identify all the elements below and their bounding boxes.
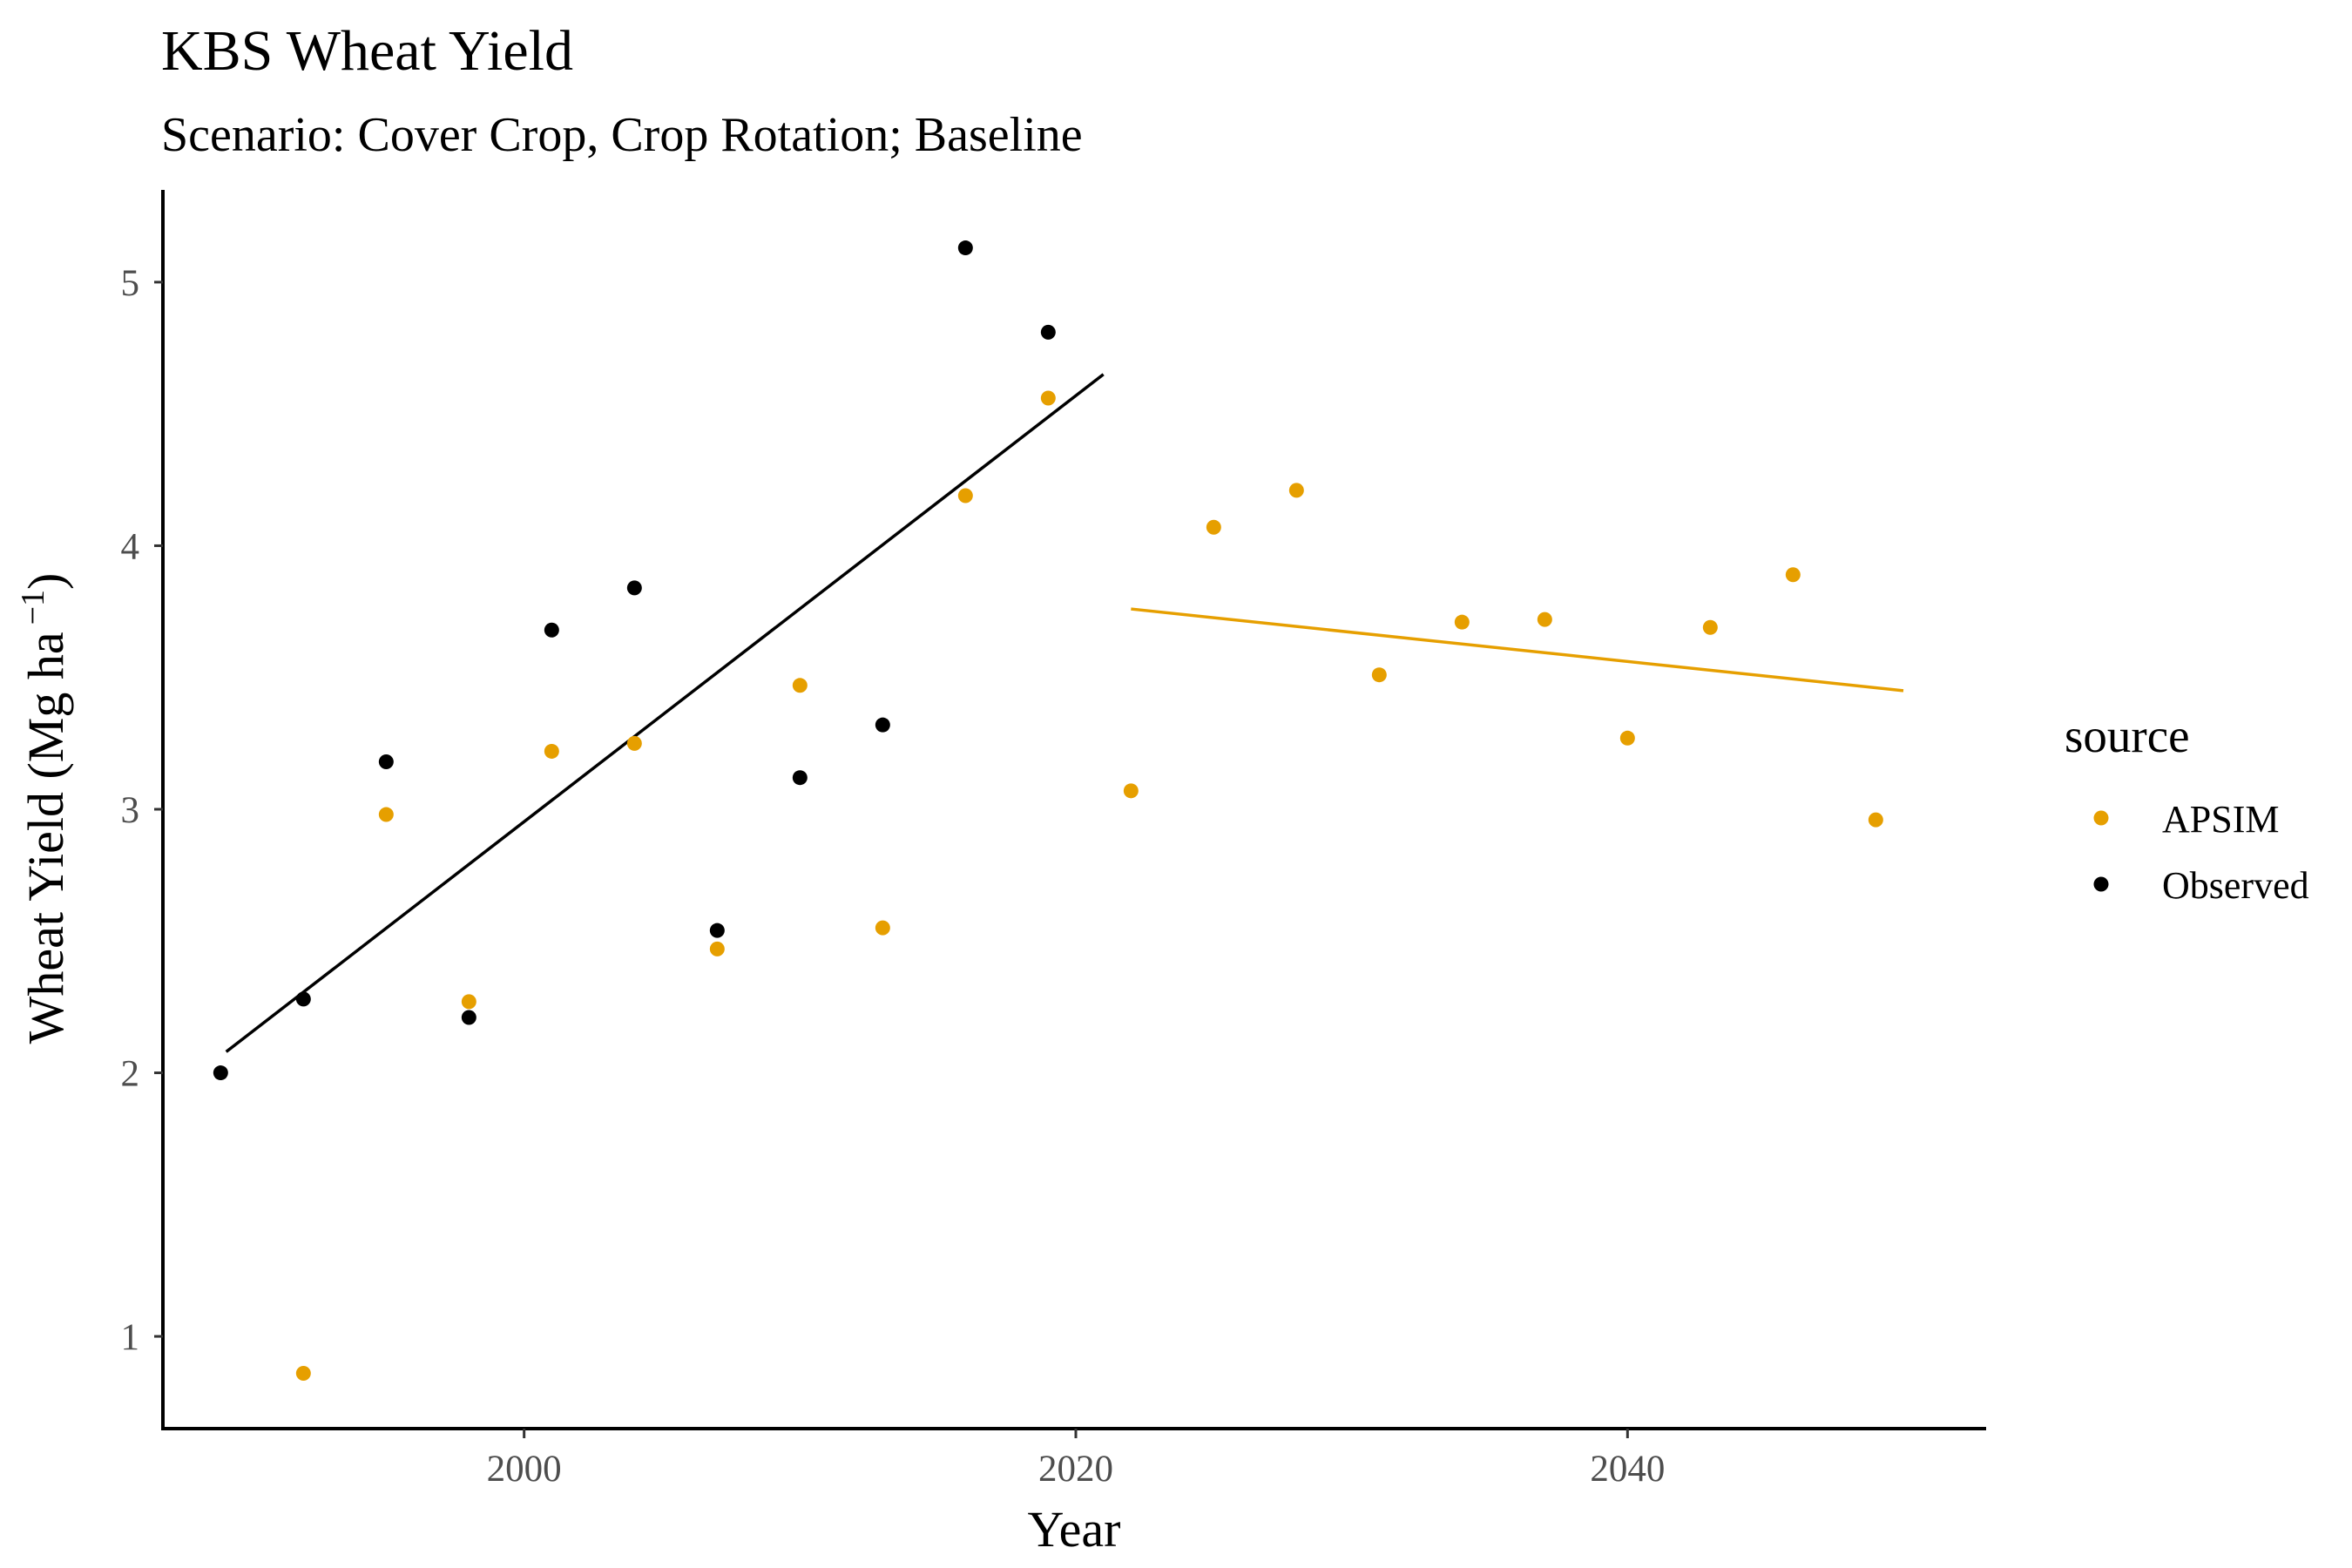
observed-point: [957, 240, 973, 256]
apsim-point: [1702, 619, 1718, 635]
chart-subtitle: Scenario: Cover Crop, Crop Rotation; Bas…: [161, 108, 1083, 162]
x-axis-title: Year: [1028, 1501, 1121, 1558]
x-tick-label: 2040: [1590, 1449, 1665, 1490]
y-tick-label: 1: [121, 1317, 140, 1358]
chart-title: KBS Wheat Yield: [161, 19, 573, 83]
legend-key-observed: [2093, 876, 2109, 892]
apsim-point: [875, 920, 890, 936]
y-tick-label: 2: [121, 1054, 140, 1095]
observed-trend-line: [225, 373, 1105, 1053]
apsim-point: [295, 1365, 311, 1381]
apsim-point: [1619, 730, 1635, 746]
observed-point: [378, 754, 394, 770]
observed-point: [626, 580, 642, 596]
apsim-point: [1371, 667, 1387, 683]
observed-point: [544, 622, 559, 638]
observed-point: [709, 923, 725, 938]
x-tick-label: 2000: [487, 1449, 562, 1490]
observed-point: [792, 770, 808, 786]
observed-point: [213, 1065, 228, 1081]
observed-point: [875, 717, 890, 733]
y-tick-label: 5: [121, 263, 140, 304]
y-axis-ticks: 1 2 3 4 5: [121, 263, 163, 1358]
y-axis-title-main: Wheat Yield (Mg ha: [17, 632, 74, 1044]
plot-panel: [213, 240, 1904, 1381]
apsim-point: [1206, 519, 1221, 535]
apsim-point: [792, 678, 808, 693]
legend-label-observed: Observed: [2162, 864, 2309, 907]
observed-point: [461, 1010, 476, 1025]
y-axis-title: Wheat Yield (Mg ha −1): [15, 573, 74, 1044]
apsim-point: [1537, 612, 1552, 627]
legend-title: source: [2065, 709, 2190, 762]
apsim-point: [1123, 783, 1139, 799]
x-tick-label: 2020: [1038, 1449, 1113, 1490]
legend-key-apsim: [2093, 810, 2109, 826]
apsim-point: [1785, 567, 1801, 583]
legend-label-apsim: APSIM: [2162, 798, 2280, 841]
y-axis-title-close: ): [17, 573, 74, 590]
apsim-point: [1868, 812, 1883, 828]
y-tick-label: 3: [121, 790, 140, 831]
apsim-point: [378, 807, 394, 822]
x-axis-ticks: 2000 2020 2040: [487, 1429, 1665, 1490]
apsim-point: [544, 743, 559, 759]
apsim-point: [626, 735, 642, 751]
apsim-point: [1454, 614, 1470, 630]
apsim-point: [709, 941, 725, 956]
apsim-trend-line: [1131, 607, 1904, 693]
y-tick-label: 4: [121, 526, 140, 567]
apsim-point: [1288, 483, 1304, 498]
y-axis-title-superscript: −1: [15, 590, 51, 625]
apsim-point: [1040, 390, 1056, 406]
legend: source APSIM Observed: [2065, 709, 2309, 907]
observed-point: [1040, 324, 1056, 340]
apsim-point: [461, 994, 476, 1010]
observed-point: [295, 991, 311, 1007]
apsim-point: [957, 488, 973, 504]
